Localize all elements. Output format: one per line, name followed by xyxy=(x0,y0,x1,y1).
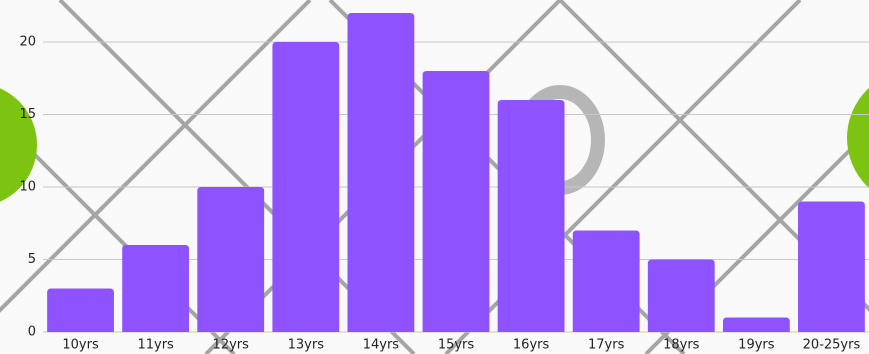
x-tick-label: 18yrs xyxy=(663,338,700,353)
bar xyxy=(422,71,490,332)
decor-circle xyxy=(847,87,869,189)
x-tick-label: 16yrs xyxy=(513,338,550,353)
y-tick-label: 20 xyxy=(19,35,36,50)
x-tick-label: 11yrs xyxy=(137,338,174,353)
x-tick-label: 20-25yrs xyxy=(803,338,861,353)
y-tick-label: 10 xyxy=(19,180,36,195)
bar xyxy=(647,259,715,332)
y-tick-label: 15 xyxy=(19,107,36,122)
x-tick-label: 12yrs xyxy=(213,338,250,353)
x-tick-label: 17yrs xyxy=(588,338,625,353)
bar xyxy=(572,230,640,332)
x-tick-label: 10yrs xyxy=(62,338,99,353)
bar xyxy=(122,245,190,332)
x-tick-label: 13yrs xyxy=(288,338,325,353)
bar xyxy=(272,42,340,332)
x-tick-label: 19yrs xyxy=(738,338,775,353)
bar xyxy=(347,13,415,332)
bar xyxy=(497,100,565,332)
bar xyxy=(798,201,865,332)
bar xyxy=(197,187,265,332)
y-tick-label: 0 xyxy=(28,325,36,340)
bar xyxy=(722,317,790,332)
y-tick-label: 5 xyxy=(28,252,36,267)
decor-circle xyxy=(0,88,37,202)
x-tick-label: 14yrs xyxy=(363,338,400,353)
x-tick-label: 15yrs xyxy=(438,338,475,353)
bar xyxy=(47,288,114,332)
